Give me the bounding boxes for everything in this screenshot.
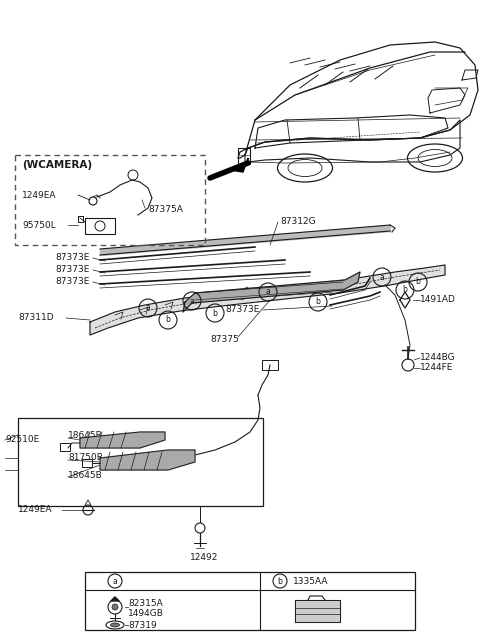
Polygon shape (230, 158, 248, 172)
Text: 1244FE: 1244FE (420, 364, 454, 373)
Text: 87319: 87319 (128, 621, 157, 630)
Text: 87375: 87375 (210, 336, 239, 345)
Text: b: b (166, 315, 170, 324)
Text: 87373E: 87373E (55, 277, 89, 286)
Text: a: a (380, 272, 384, 282)
Polygon shape (100, 450, 195, 470)
Text: 1494GB: 1494GB (128, 609, 164, 618)
Text: 87312G: 87312G (280, 218, 316, 226)
Text: (WCAMERA): (WCAMERA) (22, 160, 92, 170)
Text: 87373E: 87373E (55, 265, 89, 275)
Text: b: b (277, 576, 282, 586)
Bar (85, 572, 415, 630)
Text: 1244BG: 1244BG (420, 354, 456, 363)
Text: 95750L: 95750L (22, 221, 56, 230)
Bar (262, 360, 278, 370)
Text: 1335AA: 1335AA (293, 576, 328, 586)
Bar (82, 459, 92, 467)
Bar (238, 148, 250, 164)
Text: b: b (416, 277, 420, 286)
Text: a: a (265, 287, 270, 296)
Text: 87373E: 87373E (210, 293, 244, 303)
Bar (18, 418, 263, 506)
Text: 1491AD: 1491AD (420, 296, 456, 305)
Text: b: b (213, 308, 217, 317)
Text: 12492: 12492 (190, 553, 218, 562)
Polygon shape (295, 600, 340, 622)
Circle shape (112, 604, 118, 610)
Text: 87375A: 87375A (148, 205, 183, 214)
Text: a: a (190, 296, 194, 305)
Text: a: a (145, 303, 150, 312)
Polygon shape (90, 265, 445, 335)
Text: 18645B: 18645B (68, 431, 103, 439)
Text: 1249EA: 1249EA (22, 191, 57, 200)
Text: 18645B: 18645B (68, 471, 103, 480)
Bar (60, 443, 70, 451)
Ellipse shape (110, 623, 120, 627)
Polygon shape (80, 432, 165, 448)
Text: b: b (403, 286, 408, 294)
Text: 1249EA: 1249EA (18, 506, 52, 515)
Text: 87373E: 87373E (225, 305, 259, 314)
Text: b: b (315, 298, 321, 307)
Text: 87373E: 87373E (55, 254, 89, 263)
Text: 92510E: 92510E (5, 436, 39, 445)
Text: 81750B: 81750B (68, 453, 103, 462)
Polygon shape (111, 597, 119, 601)
Text: a: a (113, 576, 118, 586)
Text: 87311D: 87311D (18, 314, 54, 322)
Bar (85, 218, 115, 234)
Polygon shape (183, 272, 360, 312)
Text: 82315A: 82315A (128, 600, 163, 609)
